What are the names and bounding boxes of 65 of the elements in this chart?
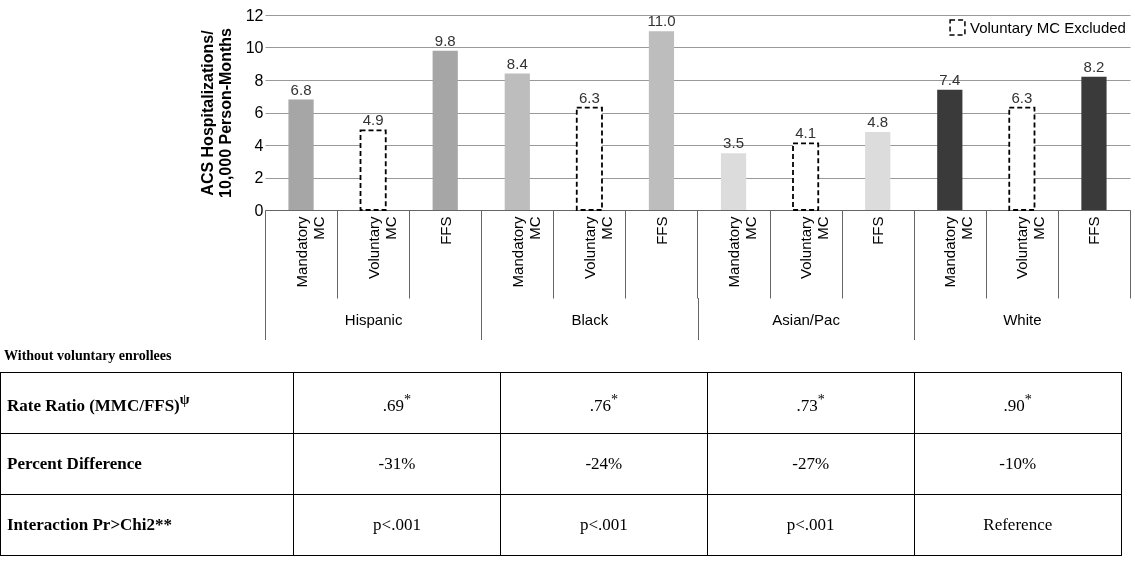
data-label: 6.3 [578, 88, 600, 106]
x-tick-label: FFS [652, 216, 670, 245]
text: p<.001 [293, 494, 501, 556]
text: Rate Ratio (MMC/FFS)$^{ψ}$ [0, 372, 294, 434]
text: Reference [914, 494, 1122, 556]
data-label: 6.8 [290, 80, 312, 98]
x-tick-label: Mandatory MC [941, 216, 976, 288]
text: Asian/Pac [697, 298, 914, 340]
y-axis-title: ACS Hospitalizations/ 10,000 Person-Months [198, 27, 234, 198]
text: Hispanic [265, 298, 482, 340]
bar [865, 132, 891, 210]
x-tick-label: Voluntary MC [364, 216, 399, 280]
text: -31% [293, 433, 501, 495]
x-tick-label: Mandatory MC [508, 216, 543, 288]
x-tick-label: FFS [1085, 216, 1103, 245]
y-tick-label: 8 [254, 71, 264, 89]
x-tick-label: Voluntary MC [797, 216, 832, 280]
text: Interaction Pr>Chi2** [0, 494, 294, 556]
data-label: 11.0 [647, 12, 676, 30]
bar [720, 153, 747, 210]
data-label: 4.1 [795, 124, 817, 142]
bar [1081, 76, 1107, 210]
bar [288, 99, 314, 210]
bar [792, 142, 820, 211]
y-tick-label: 10 [245, 39, 264, 56]
data-label: 4.8 [867, 113, 889, 130]
text: .76$^{*}$ [500, 372, 708, 434]
text: .69$^{*}$ [293, 372, 501, 434]
data-label: 3.5 [723, 134, 744, 152]
x-tick-label: Voluntary MC [1013, 216, 1048, 280]
x-tick-label: FFS [436, 216, 454, 245]
text: -24% [500, 433, 708, 495]
text: .73$^{*}$ [707, 372, 915, 434]
x-tick-label: Voluntary MC [580, 216, 615, 280]
text: -10% [914, 433, 1122, 495]
data-label: 7.4 [939, 70, 961, 88]
y-tick-label: 12 [245, 6, 264, 24]
bar [432, 50, 458, 210]
y-tick-label: 6 [254, 104, 264, 121]
y-tick-label: 0 [254, 201, 264, 219]
data-label: 8.2 [1083, 57, 1105, 75]
bar [937, 89, 963, 210]
x-tick-label: Mandatory MC [725, 216, 760, 288]
text: p<.001 [500, 494, 708, 556]
bar [1008, 106, 1036, 211]
x-tick-label: FFS [869, 216, 887, 245]
x-tick-label: Mandatory MC [292, 216, 327, 288]
data-label: 8.4 [506, 54, 528, 72]
legend-label: Voluntary MC Excluded [970, 18, 1126, 36]
data-label: 9.8 [434, 31, 456, 49]
y-tick-label: 4 [254, 136, 264, 154]
text: Without voluntary enrollees [4, 348, 172, 364]
bar [575, 106, 603, 211]
text: Black [481, 298, 698, 340]
bar [359, 129, 387, 211]
y-tick-label: 2 [254, 169, 264, 186]
data-label: 6.3 [1011, 88, 1033, 106]
text: p<.001 [707, 494, 915, 556]
bar [504, 73, 530, 210]
text: -27% [707, 433, 915, 495]
bar [648, 31, 675, 210]
text: Percent Difference [0, 433, 294, 495]
data-label: 4.9 [362, 111, 384, 129]
text: White [913, 298, 1130, 340]
text: .90$^{*}$ [914, 372, 1122, 434]
